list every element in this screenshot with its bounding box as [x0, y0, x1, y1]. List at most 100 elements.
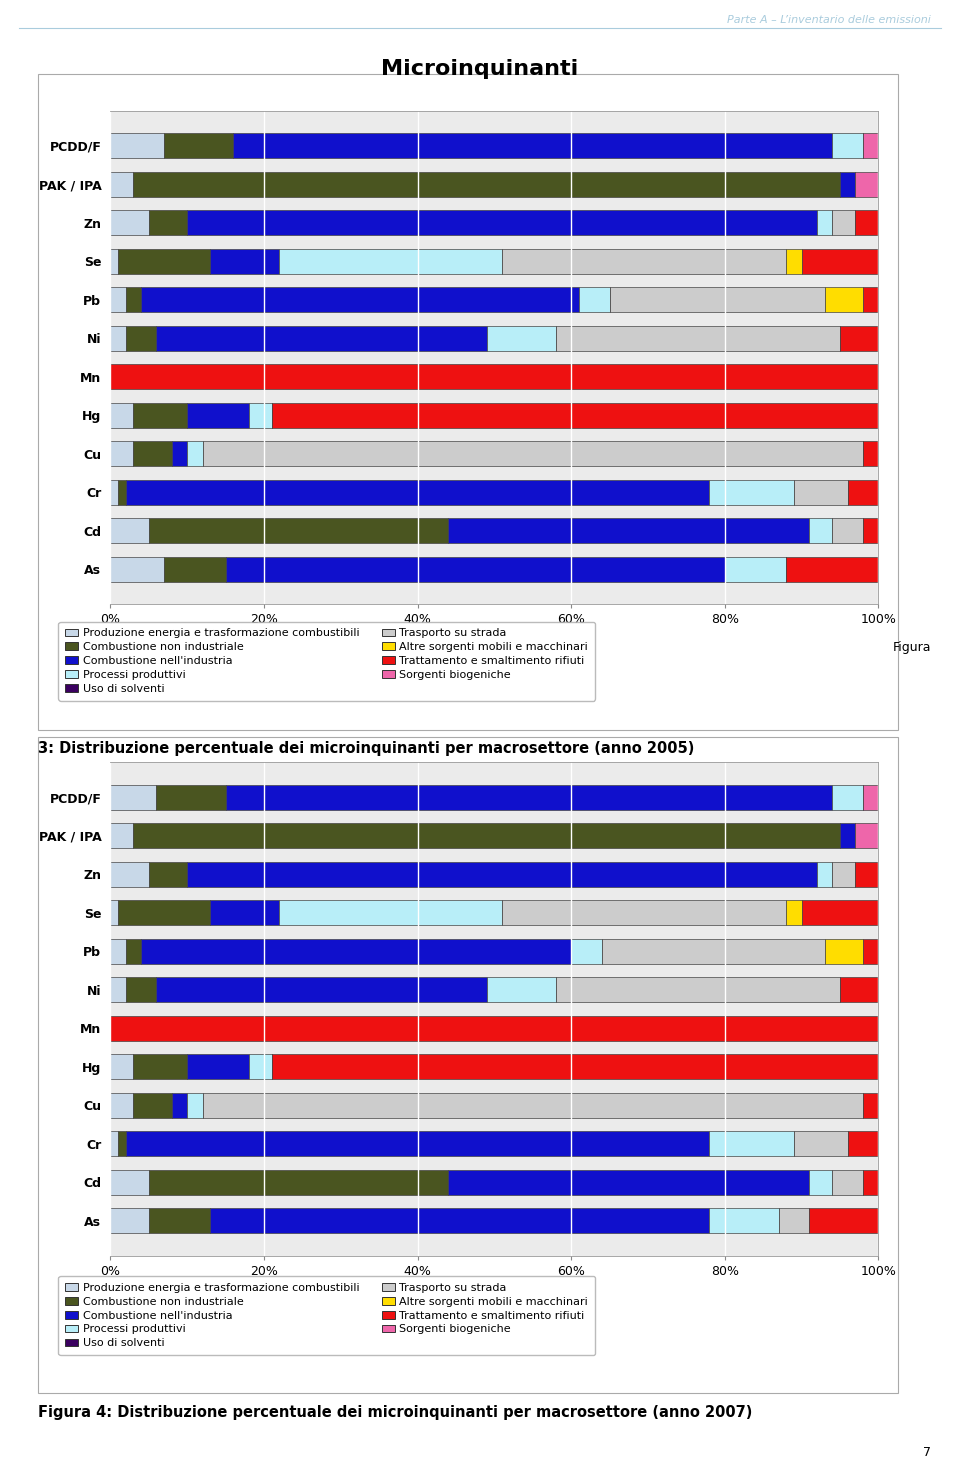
Bar [832, 519, 863, 544]
Bar [863, 939, 878, 964]
Bar [571, 939, 602, 964]
Bar [149, 519, 448, 544]
Bar [149, 211, 187, 236]
Bar [172, 441, 187, 466]
Bar [210, 1209, 709, 1234]
Bar [863, 784, 878, 809]
Bar [110, 133, 164, 158]
Bar [840, 977, 878, 1002]
Bar [156, 326, 487, 351]
Bar [832, 784, 863, 809]
Bar [133, 1092, 172, 1117]
Bar [110, 1016, 878, 1041]
Bar [203, 441, 863, 466]
Text: 7: 7 [924, 1446, 931, 1459]
Bar [110, 519, 149, 544]
Bar [210, 249, 279, 274]
Bar [110, 479, 118, 504]
Bar [832, 1170, 863, 1195]
Bar [817, 862, 832, 887]
Bar [709, 1209, 779, 1234]
Bar [110, 1092, 133, 1117]
Bar [725, 557, 786, 582]
Bar [272, 1054, 878, 1079]
Bar [848, 479, 878, 504]
Bar [110, 557, 164, 582]
Bar [141, 287, 579, 312]
Bar [164, 557, 226, 582]
Bar [279, 901, 502, 926]
Bar [848, 1131, 878, 1156]
Bar [164, 133, 233, 158]
Bar [126, 1131, 709, 1156]
Bar [110, 211, 149, 236]
Bar [786, 557, 878, 582]
Bar [156, 784, 226, 809]
Bar [110, 326, 126, 351]
Bar [118, 901, 210, 926]
Legend: Produzione energia e trasformazione combustibili, Combustione non industriale, C: Produzione energia e trasformazione comb… [59, 1276, 595, 1355]
Bar [709, 479, 794, 504]
Bar [110, 939, 126, 964]
Bar [556, 977, 840, 1002]
Legend: Produzione energia e trasformazione combustibili, Combustione non industriale, C: Produzione energia e trasformazione comb… [59, 622, 595, 700]
Bar [863, 133, 878, 158]
Bar [110, 249, 118, 274]
Bar [187, 211, 817, 236]
Bar [825, 939, 863, 964]
Bar [556, 326, 840, 351]
Bar [226, 557, 725, 582]
Bar [110, 1131, 118, 1156]
Bar [502, 901, 786, 926]
Bar [502, 249, 786, 274]
Bar [279, 249, 502, 274]
Bar [187, 1092, 203, 1117]
Bar [779, 1209, 809, 1234]
Bar [110, 862, 149, 887]
Text: Parte A – L’inventario delle emissioni: Parte A – L’inventario delle emissioni [728, 15, 931, 25]
Bar [187, 1054, 249, 1079]
Bar [210, 901, 279, 926]
Text: Figura: Figura [893, 641, 931, 654]
Bar [187, 441, 203, 466]
Bar [249, 1054, 272, 1079]
Text: 3: Distribuzione percentuale dei microinquinanti per macrosettore (anno 2005): 3: Distribuzione percentuale dei microin… [38, 741, 695, 756]
Bar [809, 519, 832, 544]
Bar [487, 977, 556, 1002]
Bar [172, 1092, 187, 1117]
Bar [110, 822, 133, 848]
Bar [802, 249, 878, 274]
Bar [110, 901, 118, 926]
Bar [226, 784, 832, 809]
Bar [832, 211, 855, 236]
Bar [786, 249, 802, 274]
Bar [840, 171, 855, 196]
Bar [602, 939, 825, 964]
Bar [786, 901, 802, 926]
Bar [817, 211, 832, 236]
Bar [110, 364, 878, 389]
Bar [855, 211, 878, 236]
Bar [272, 402, 878, 427]
Bar [133, 402, 187, 427]
Bar [794, 479, 848, 504]
Bar [110, 977, 126, 1002]
Text: Figura 4: Distribuzione percentuale dei microinquinanti per macrosettore (anno 2: Figura 4: Distribuzione percentuale dei … [38, 1405, 753, 1419]
Bar [133, 822, 840, 848]
Bar [794, 1131, 848, 1156]
Bar [118, 479, 126, 504]
Bar [448, 519, 809, 544]
Bar [610, 287, 825, 312]
Bar [110, 402, 133, 427]
Bar [118, 249, 210, 274]
Bar [110, 1209, 149, 1234]
Bar [141, 939, 571, 964]
Bar [110, 1170, 149, 1195]
Bar [579, 287, 610, 312]
Bar [126, 977, 156, 1002]
Bar [203, 1092, 863, 1117]
Bar [863, 1092, 878, 1117]
Bar [110, 171, 133, 196]
Bar [487, 326, 556, 351]
Bar [863, 1170, 878, 1195]
